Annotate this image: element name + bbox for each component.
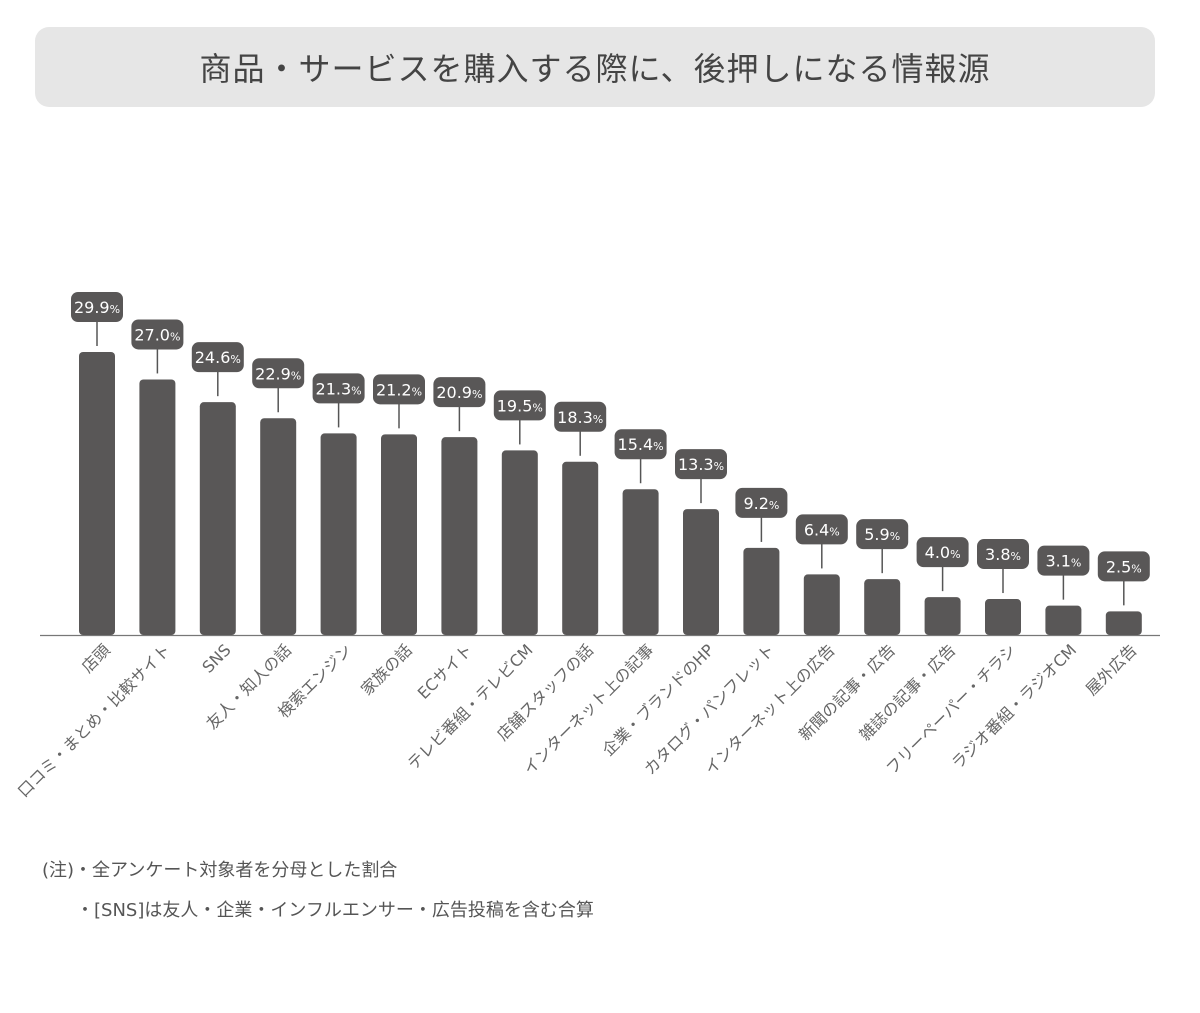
bar	[864, 579, 901, 635]
value-label-box	[312, 373, 365, 404]
chart-notes: (注)・全アンケート対象者を分母とした割合 ・[SNS]は友人・企業・インフルエ…	[42, 856, 594, 936]
value-label-box	[916, 537, 969, 568]
value-label-box	[554, 401, 607, 432]
value-label-box	[977, 539, 1029, 570]
category-label: SNS	[198, 640, 234, 676]
category-label: 家族の話	[357, 640, 416, 699]
value-label: 29.9%	[74, 298, 120, 317]
category-label: 屋外広告	[1082, 640, 1141, 699]
category-label: 企業・ブランドのHP	[599, 640, 719, 760]
bar	[381, 434, 417, 635]
value-label-box	[795, 514, 848, 545]
bar	[79, 352, 115, 635]
value-label: 15.4%	[618, 435, 664, 454]
value-label-box	[675, 449, 727, 480]
value-label-box	[191, 342, 244, 373]
chart-title-box: 商品・サービスを購入する際に、後押しになる情報源	[35, 27, 1155, 107]
chart-title: 商品・サービスを購入する際に、後押しになる情報源	[199, 50, 991, 88]
value-label-box	[252, 358, 305, 389]
bar	[441, 437, 478, 635]
bar	[199, 402, 236, 635]
value-label-box	[735, 487, 788, 518]
bar	[139, 379, 176, 635]
value-label: 6.4%	[804, 520, 840, 539]
bar	[260, 418, 297, 635]
value-label-box	[433, 377, 486, 408]
value-label: 24.6%	[195, 348, 241, 367]
bar	[683, 509, 719, 635]
category-label: 店頭	[78, 640, 114, 676]
value-label: 27.0%	[134, 325, 180, 344]
value-label: 5.9%	[864, 525, 900, 544]
value-label-box	[373, 374, 425, 405]
value-label-box	[493, 390, 546, 421]
value-label-box	[131, 319, 184, 350]
value-label: 19.5%	[497, 396, 543, 415]
value-label-box	[1037, 545, 1090, 576]
value-label-box	[856, 519, 909, 550]
note-line-1: (注)・全アンケート対象者を分母とした割合	[42, 860, 398, 881]
bar	[985, 599, 1021, 635]
bar	[743, 547, 780, 635]
bar	[562, 461, 599, 635]
bar-chart: 29.9%店頭27.0%口コミ・まとめ・比較サイト24.6%SNS22.9%友人…	[14, 292, 1160, 801]
bar	[1045, 605, 1082, 635]
value-label: 21.3%	[316, 379, 362, 398]
value-label: 9.2%	[743, 494, 779, 513]
bar	[803, 574, 840, 635]
note-line-2: ・[SNS]は友人・企業・インフルエンサー・広告投稿を含む合算	[76, 900, 594, 921]
value-label: 22.9%	[255, 364, 301, 383]
bar	[924, 597, 961, 635]
value-label: 13.3%	[678, 455, 724, 474]
category-label: ECサイト	[414, 640, 476, 702]
bar	[1105, 611, 1142, 635]
value-label-box	[71, 292, 123, 322]
value-label: 3.8%	[985, 545, 1021, 564]
value-label: 21.2%	[376, 380, 422, 399]
value-label: 2.5%	[1106, 557, 1142, 576]
bar	[622, 489, 659, 635]
category-label: ラジオ番組・ラジオCM	[948, 640, 1080, 772]
bar	[320, 433, 357, 635]
value-label: 4.0%	[925, 543, 961, 562]
value-label: 20.9%	[436, 383, 482, 402]
value-label-box	[1097, 551, 1150, 582]
value-label: 18.3%	[557, 408, 603, 427]
bar	[501, 450, 538, 635]
value-label-box	[614, 429, 667, 460]
value-label: 3.1%	[1045, 552, 1081, 571]
